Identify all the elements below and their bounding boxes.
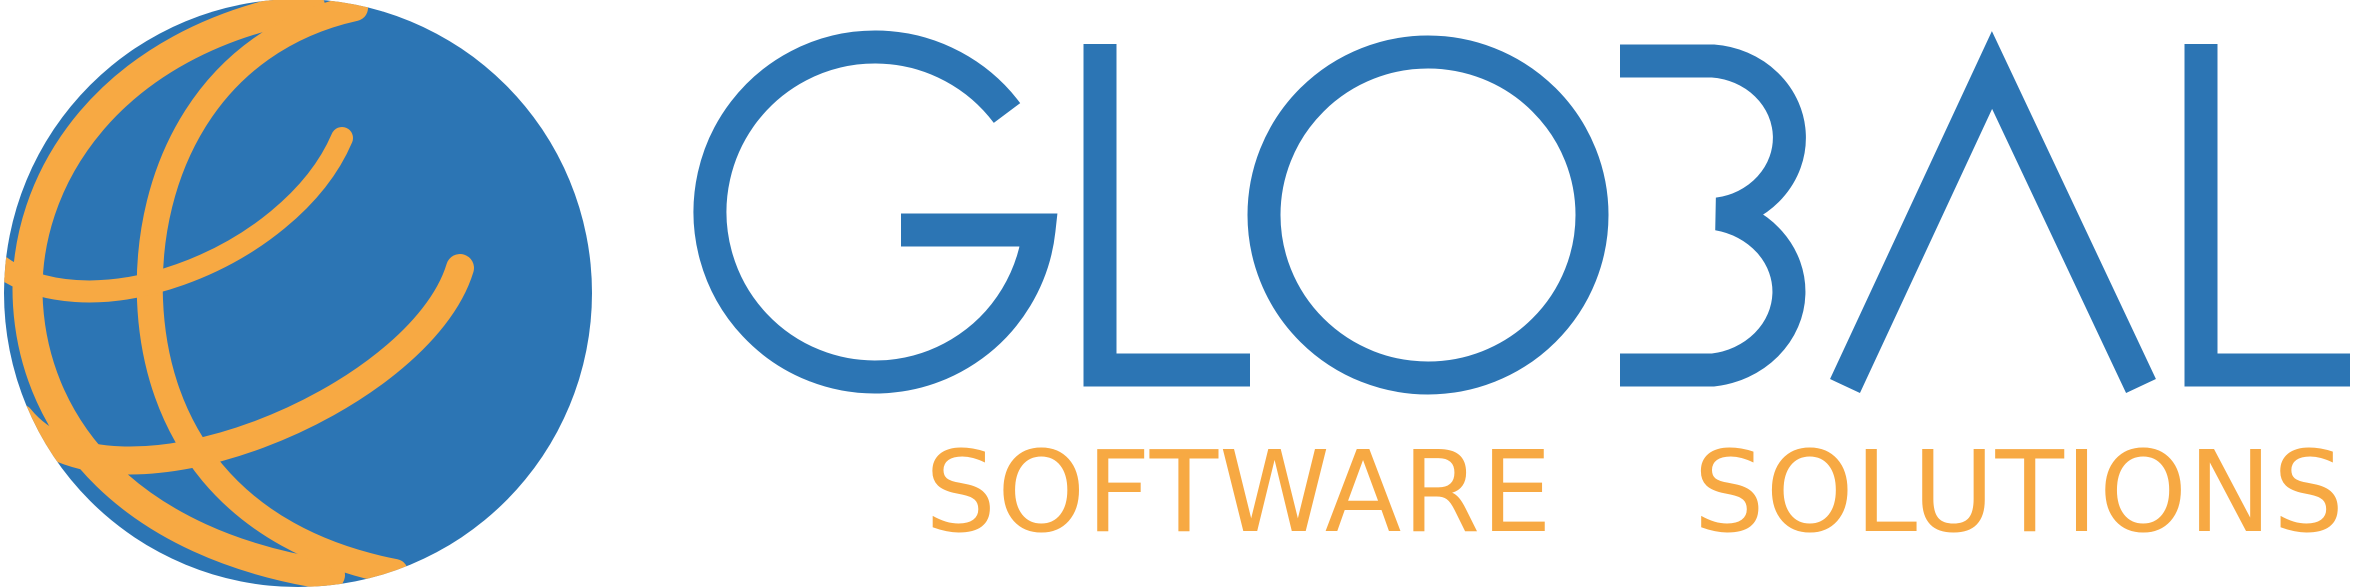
globe-icon xyxy=(4,0,592,587)
letter-b xyxy=(1620,44,1806,387)
letter-a xyxy=(1830,31,2156,394)
letter-l-first xyxy=(1083,44,1250,387)
globe-meridian-outer xyxy=(12,0,345,587)
tagline: SOFTWARE SOLUTIONS xyxy=(925,428,2345,558)
letter-g xyxy=(693,30,1058,394)
letter-l-second xyxy=(2184,44,2350,387)
globe-latitude-upper xyxy=(4,127,353,303)
globe-latitude-lower xyxy=(6,254,474,475)
letter-o xyxy=(1247,35,1609,395)
wordmark-global xyxy=(693,30,2350,395)
globe-disc xyxy=(4,0,592,587)
globe-meridian-inner xyxy=(136,0,408,585)
